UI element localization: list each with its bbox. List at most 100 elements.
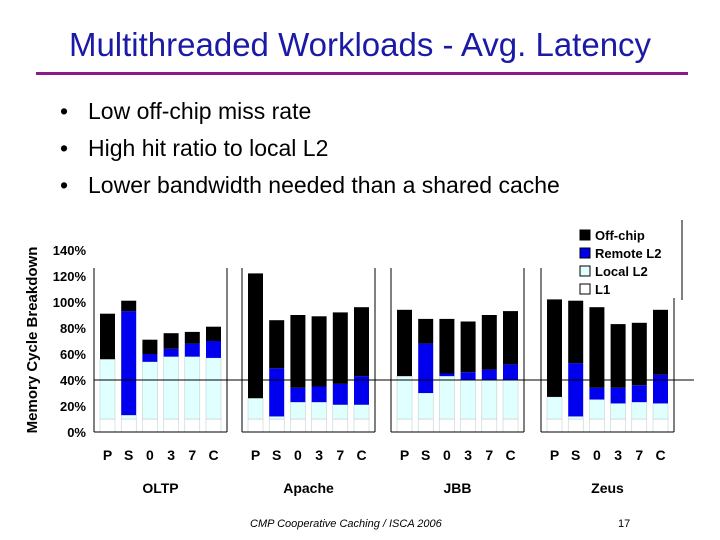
bar-segment-offchip — [653, 309, 668, 375]
y-tick-label: 100% — [53, 295, 87, 310]
y-tick-label: 80% — [60, 321, 86, 336]
bar-segment-remote-l2 — [269, 368, 285, 417]
x-tick-label: C — [655, 447, 665, 463]
bar-segment-l1 — [120, 418, 137, 433]
bar-segment-local-l2 — [290, 401, 306, 420]
x-tick-label: C — [505, 447, 515, 463]
axes-layer: 0% 20% 40% 60% 80% 100% 120% 140% — [53, 243, 694, 440]
bullet-text: Low off-chip miss rate — [88, 98, 312, 124]
bar-segment-remote-l2 — [439, 373, 455, 377]
bar-segment-local-l2 — [120, 414, 137, 420]
x-tick-label: C — [208, 447, 218, 463]
bar-segment-offchip — [311, 316, 327, 387]
bar-segment-local-l2 — [247, 397, 264, 420]
bar-segment-remote-l2 — [481, 369, 497, 380]
chart-legend: Off-chip Remote L2 Local L2 L1 — [570, 220, 683, 300]
legend-label-remote-l2: Remote L2 — [595, 246, 661, 261]
bar-segment-remote-l2 — [610, 387, 626, 404]
bar-segment-l1 — [610, 418, 626, 433]
x-tick-label: 7 — [485, 447, 493, 463]
x-tick-label: 0 — [146, 447, 154, 463]
x-tick-label: 7 — [336, 447, 344, 463]
group-label: OLTP — [142, 480, 178, 496]
bar-segment-local-l2 — [567, 416, 584, 420]
bar-segment-l1 — [205, 418, 222, 433]
x-tick-label: P — [251, 447, 260, 463]
bar-segment-offchip — [354, 307, 369, 377]
bar-segment-offchip — [206, 326, 221, 341]
bar-segment-local-l2 — [502, 379, 519, 420]
bar-segment-l1 — [439, 418, 455, 433]
bar-segment-offchip — [397, 309, 412, 377]
bar-segment-remote-l2 — [354, 376, 369, 405]
bar-segment-l1 — [631, 418, 648, 433]
bar-segment-local-l2 — [142, 361, 158, 420]
bar-segment-local-l2 — [396, 375, 413, 420]
bar-segment-l1 — [353, 418, 370, 433]
bar-segment-local-l2 — [332, 404, 349, 420]
legend-label-offchip: Off-chip — [595, 228, 645, 243]
bar-segment-offchip — [568, 300, 584, 364]
bar-segment-remote-l2 — [460, 372, 476, 380]
bar-segment-remote-l2 — [589, 387, 605, 400]
slide-title: Multithreaded Workloads - Avg. Latency — [68, 26, 652, 63]
bar-segment-remote-l2 — [142, 354, 158, 362]
x-tick-label: 3 — [464, 447, 472, 463]
bar-segment-remote-l2 — [418, 343, 434, 393]
footer-text: CMP Cooperative Caching / ISCA 2006 — [250, 518, 442, 530]
bar-segment-l1 — [652, 418, 669, 433]
bar-segment-local-l2 — [268, 416, 285, 420]
bar-segment-remote-l2 — [290, 387, 306, 403]
bar-segment-l1 — [163, 418, 179, 433]
bullet-item: • Low off-chip miss rate — [60, 93, 560, 130]
bar-segment-l1 — [311, 418, 327, 433]
bar-segment-remote-l2 — [568, 363, 584, 417]
bullet-icon: • — [60, 135, 69, 161]
bar-segment-local-l2 — [99, 358, 116, 420]
bar-segment-offchip — [332, 312, 348, 384]
bar-segment-offchip — [100, 313, 115, 360]
legend-label-local-l2: Local L2 — [595, 264, 648, 279]
bar-segment-remote-l2 — [121, 311, 137, 416]
x-tick-label: P — [400, 447, 409, 463]
y-tick-label: 0% — [67, 425, 86, 440]
bar-segment-offchip — [163, 333, 179, 349]
bar-segment-local-l2 — [546, 396, 563, 420]
legend-swatch-offchip — [579, 229, 591, 241]
bar-segment-l1 — [268, 418, 285, 433]
bar-segment-remote-l2 — [206, 341, 221, 358]
title-underline — [36, 72, 688, 75]
bar-segment-offchip — [610, 324, 626, 388]
bar-segment-l1 — [99, 418, 116, 433]
bullet-item: • High hit ratio to local L2 — [60, 130, 560, 167]
bar-segment-local-l2 — [417, 392, 434, 420]
bar-segment-offchip — [547, 299, 562, 397]
bar-segment-l1 — [481, 418, 498, 433]
x-tick-label: S — [124, 447, 133, 463]
bar-segment-l1 — [546, 418, 563, 433]
y-tick-label: 20% — [60, 399, 86, 414]
bar-segment-remote-l2 — [311, 386, 327, 403]
bar-segment-local-l2 — [184, 356, 201, 420]
y-tick-label: 140% — [53, 243, 87, 258]
y-tick-label: 40% — [60, 373, 86, 388]
legend-label-l1: L1 — [595, 282, 610, 297]
y-tick-label: 120% — [53, 269, 87, 284]
bar-segment-local-l2 — [631, 401, 648, 420]
bar-segment-l1 — [567, 418, 584, 433]
bar-segment-local-l2 — [205, 357, 222, 420]
bar-segment-remote-l2 — [503, 364, 518, 380]
bullet-item: • Lower bandwidth needed than a shared ca… — [60, 167, 560, 204]
legend-swatch-local-l2 — [579, 265, 591, 277]
bar-segment-local-l2 — [589, 399, 605, 420]
bar-segment-offchip — [503, 311, 518, 365]
bar-segment-l1 — [247, 418, 264, 433]
bar-segment-l1 — [417, 418, 434, 433]
x-tick-label: P — [550, 447, 559, 463]
bar-segment-local-l2 — [163, 356, 179, 420]
bar-segment-local-l2 — [481, 379, 498, 420]
bar-segment-local-l2 — [652, 403, 669, 420]
bullet-text: High hit ratio to local L2 — [88, 135, 329, 161]
